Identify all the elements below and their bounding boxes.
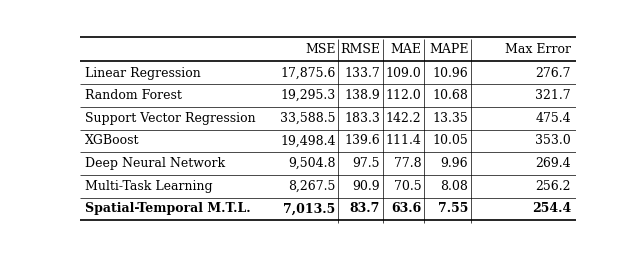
Text: 269.4: 269.4 xyxy=(536,157,571,170)
Text: MAE: MAE xyxy=(390,43,421,56)
Text: 353.0: 353.0 xyxy=(535,134,571,148)
Text: 83.7: 83.7 xyxy=(349,203,380,215)
Text: 33,588.5: 33,588.5 xyxy=(280,112,335,125)
Text: Multi-Task Learning: Multi-Task Learning xyxy=(85,180,212,193)
Text: 109.0: 109.0 xyxy=(385,67,421,79)
Text: 17,875.6: 17,875.6 xyxy=(280,67,335,79)
Text: 111.4: 111.4 xyxy=(385,134,421,148)
Text: 9.96: 9.96 xyxy=(441,157,468,170)
Text: 8.08: 8.08 xyxy=(440,180,468,193)
Text: 13.35: 13.35 xyxy=(433,112,468,125)
Text: 63.6: 63.6 xyxy=(391,203,421,215)
Text: 10.68: 10.68 xyxy=(433,89,468,102)
Text: Support Vector Regression: Support Vector Regression xyxy=(85,112,255,125)
Text: 10.96: 10.96 xyxy=(433,67,468,79)
Text: 142.2: 142.2 xyxy=(386,112,421,125)
Text: 133.7: 133.7 xyxy=(344,67,380,79)
Text: 19,498.4: 19,498.4 xyxy=(280,134,335,148)
Text: 112.0: 112.0 xyxy=(385,89,421,102)
Text: 138.9: 138.9 xyxy=(344,89,380,102)
Text: 97.5: 97.5 xyxy=(353,157,380,170)
Text: 254.4: 254.4 xyxy=(532,203,571,215)
Text: Spatial-Temporal M.T.L.: Spatial-Temporal M.T.L. xyxy=(85,203,251,215)
Text: 475.4: 475.4 xyxy=(536,112,571,125)
Text: 70.5: 70.5 xyxy=(394,180,421,193)
Text: 9,504.8: 9,504.8 xyxy=(288,157,335,170)
Text: MSE: MSE xyxy=(305,43,335,56)
Text: 77.8: 77.8 xyxy=(394,157,421,170)
Text: Random Forest: Random Forest xyxy=(85,89,182,102)
Text: 256.2: 256.2 xyxy=(536,180,571,193)
Text: 276.7: 276.7 xyxy=(536,67,571,79)
Text: 183.3: 183.3 xyxy=(344,112,380,125)
Text: 139.6: 139.6 xyxy=(344,134,380,148)
Text: Max Error: Max Error xyxy=(505,43,571,56)
Text: RMSE: RMSE xyxy=(340,43,380,56)
Text: 7.55: 7.55 xyxy=(438,203,468,215)
Text: 321.7: 321.7 xyxy=(536,89,571,102)
Text: XGBoost: XGBoost xyxy=(85,134,140,148)
Text: 8,267.5: 8,267.5 xyxy=(288,180,335,193)
Text: 7,013.5: 7,013.5 xyxy=(283,203,335,215)
Text: MAPE: MAPE xyxy=(429,43,468,56)
Text: Linear Regression: Linear Regression xyxy=(85,67,201,79)
Text: 10.05: 10.05 xyxy=(433,134,468,148)
Text: Deep Neural Network: Deep Neural Network xyxy=(85,157,225,170)
Text: 90.9: 90.9 xyxy=(353,180,380,193)
Text: 19,295.3: 19,295.3 xyxy=(280,89,335,102)
